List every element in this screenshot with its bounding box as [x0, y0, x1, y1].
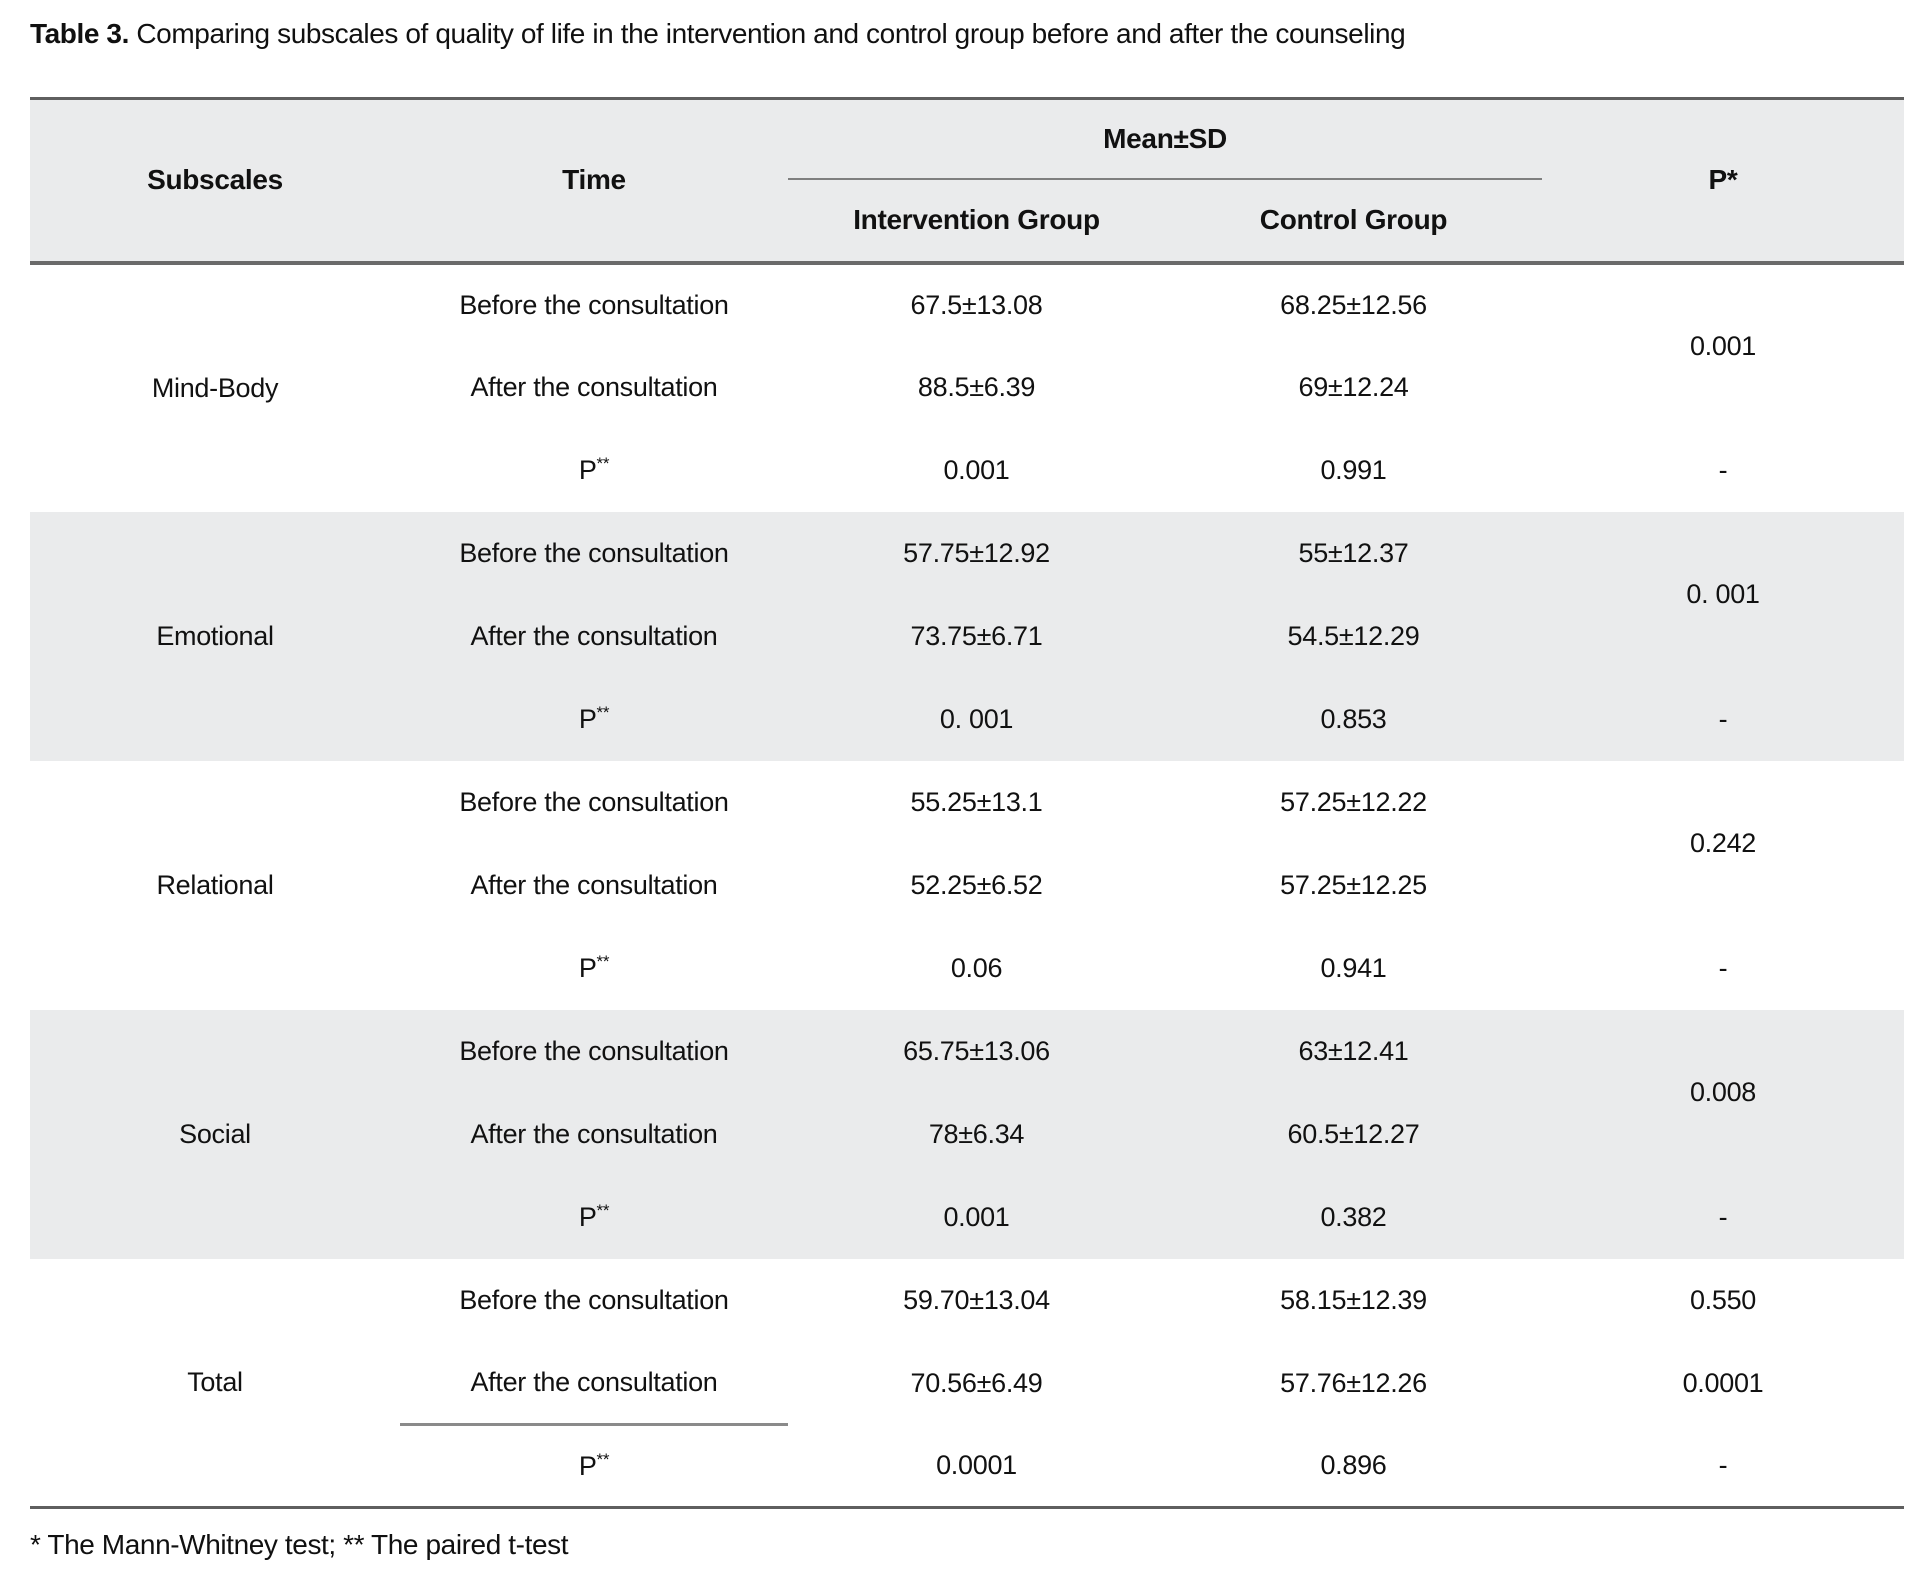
p-dash-cell: -	[1542, 677, 1904, 761]
time-cell: Before the consultation	[459, 289, 729, 320]
p-between-cell: 0. 001	[1542, 511, 1904, 678]
value-cell: 0.853	[1165, 677, 1542, 761]
table-caption-text: Comparing subscales of quality of life i…	[128, 18, 1406, 49]
time-cell: After the consultation	[400, 1341, 788, 1426]
p-row-label: P**	[578, 1449, 610, 1481]
col-header-mean-sd: Mean±SD	[788, 98, 1542, 180]
value-cell: 88.5±6.39	[917, 371, 1036, 402]
p-dash-cell: -	[1718, 1449, 1728, 1480]
value-cell: 57.25±12.22	[1280, 786, 1427, 817]
value-cell: 0.06	[950, 952, 1003, 983]
p-between-cell: 0.008	[1542, 1009, 1904, 1176]
time-cell: After the consultation	[400, 1092, 788, 1176]
p-row-label: P**	[400, 677, 788, 761]
p-dash-cell: -	[1718, 952, 1728, 983]
table-header: Subscales Time Mean±SD P* Intervention G…	[30, 98, 1904, 263]
value-cell: 0.001	[788, 1175, 1165, 1259]
time-cell: Before the consultation	[459, 786, 729, 817]
p-row-label: P**	[400, 1175, 788, 1259]
value-cell: 0. 001	[788, 677, 1165, 761]
table-row: P** 0.06 0.941 -	[30, 927, 1904, 1010]
value-cell: 57.25±12.25	[1280, 869, 1427, 900]
table-row: After the consultation 88.5±6.39 69±12.2…	[30, 346, 1904, 429]
value-cell: 0.0001	[936, 1449, 1017, 1480]
p-between-cell: 0.001	[1689, 331, 1757, 361]
col-header-time: Time	[400, 98, 788, 263]
value-cell: 63±12.41	[1165, 1009, 1542, 1093]
value-cell: 0.991	[1320, 454, 1387, 485]
table-caption: Table 3. Comparing subscales of quality …	[30, 18, 1904, 50]
value-cell: 57.76±12.26	[1280, 1367, 1427, 1398]
table-row: After the consultation 52.25±6.52 57.25±…	[30, 844, 1904, 927]
value-cell: 57.75±12.92	[788, 511, 1165, 595]
value-cell: 70.56±6.49	[910, 1367, 1043, 1398]
value-cell: 59.70±13.04	[903, 1284, 1050, 1315]
subscale-cell-social: Social	[30, 1009, 400, 1259]
col-header-p: P*	[1542, 98, 1904, 263]
value-cell: 73.75±6.71	[788, 594, 1165, 678]
value-cell: 78±6.34	[788, 1092, 1165, 1176]
table-row: Total Before the consultation 59.70±13.0…	[30, 1259, 1904, 1397]
value-cell: 0.382	[1165, 1175, 1542, 1259]
table-row: After the consultation 78±6.34 60.5±12.2…	[30, 1092, 1904, 1176]
time-cell: Before the consultation	[400, 511, 788, 595]
table-row: After the consultation 73.75±6.71 54.5±1…	[30, 594, 1904, 678]
p-cell: 0.0001	[1682, 1367, 1764, 1398]
time-cell: After the consultation	[470, 371, 718, 402]
value-cell: 55±12.37	[1165, 511, 1542, 595]
p-cell: 0.550	[1689, 1284, 1757, 1315]
value-cell: 69±12.24	[1298, 371, 1409, 402]
table-row: Mind-Body Before the consultation 67.5±1…	[30, 263, 1904, 403]
col-header-control-group: Control Group	[1165, 178, 1542, 263]
p-row-label: P**	[578, 453, 610, 485]
qol-table: Subscales Time Mean±SD P* Intervention G…	[30, 97, 1904, 1509]
table-row: Relational Before the consultation 55.25…	[30, 761, 1904, 900]
time-cell: Before the consultation	[459, 1284, 729, 1315]
table-footnote: * The Mann-Whitney test; ** The paired t…	[30, 1529, 569, 1560]
p-row-label: P**	[578, 951, 610, 983]
table-row: P** 0.001 0.382 -	[30, 1175, 1904, 1259]
subscale-cell-relational: Relational	[156, 869, 274, 900]
subscale-cell-emotional: Emotional	[30, 511, 400, 761]
time-cell: Before the consultation	[400, 1009, 788, 1093]
table-row: Social Before the consultation 65.75±13.…	[30, 1009, 1904, 1259]
value-cell: 52.25±6.52	[910, 869, 1043, 900]
p-dash-cell: -	[1718, 454, 1728, 485]
value-cell: 65.75±13.06	[788, 1009, 1165, 1093]
subscale-cell-mind-body: Mind-Body	[151, 372, 279, 403]
p-between-cell: 0.242	[1689, 828, 1757, 858]
value-cell: 0.941	[1320, 952, 1387, 983]
value-cell: 68.25±12.56	[1280, 289, 1427, 320]
value-cell: 67.5±13.08	[910, 289, 1043, 320]
value-cell: 0.896	[1320, 1449, 1387, 1480]
col-header-subscales: Subscales	[30, 98, 400, 263]
value-cell: 55.25±13.1	[910, 786, 1043, 817]
table-row: After the consultation 70.56±6.49 57.76±…	[30, 1341, 1904, 1426]
p-dash-cell: -	[1542, 1175, 1904, 1259]
value-cell: 0.001	[943, 454, 1010, 485]
value-cell: 60.5±12.27	[1165, 1092, 1542, 1176]
col-header-intervention-group: Intervention Group	[788, 178, 1165, 263]
table-caption-label: Table 3.	[30, 18, 129, 49]
time-cell: After the consultation	[400, 594, 788, 678]
table-row: Emotional Before the consultation 57.75±…	[30, 511, 1904, 761]
time-cell: After the consultation	[470, 869, 718, 900]
table-row: P** 0.0001 0.896 -	[30, 1425, 1904, 1508]
table-row: P** 0.001 0.991 -	[30, 429, 1904, 512]
value-cell: 58.15±12.39	[1280, 1284, 1427, 1315]
table-row: P** 0. 001 0.853 -	[30, 677, 1904, 761]
value-cell: 54.5±12.29	[1165, 594, 1542, 678]
subscale-cell-total: Total	[187, 1366, 243, 1397]
